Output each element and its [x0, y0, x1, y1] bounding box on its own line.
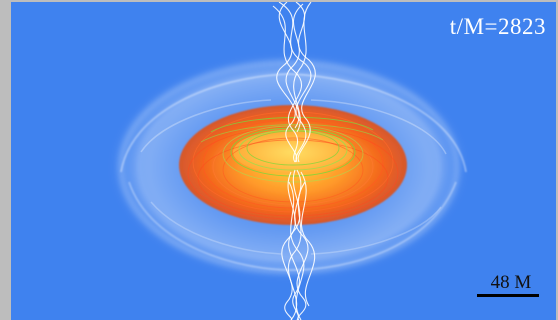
simulation-render — [111, 2, 467, 320]
jet-field-lines — [272, 2, 316, 320]
simulation-viewport: t/M=2823 48 M — [11, 2, 556, 320]
scale-bar — [477, 294, 539, 297]
scale-bar-label: 48 M — [490, 272, 532, 293]
time-label: t/M=2823 — [449, 14, 546, 39]
accretion-torus — [179, 105, 407, 225]
